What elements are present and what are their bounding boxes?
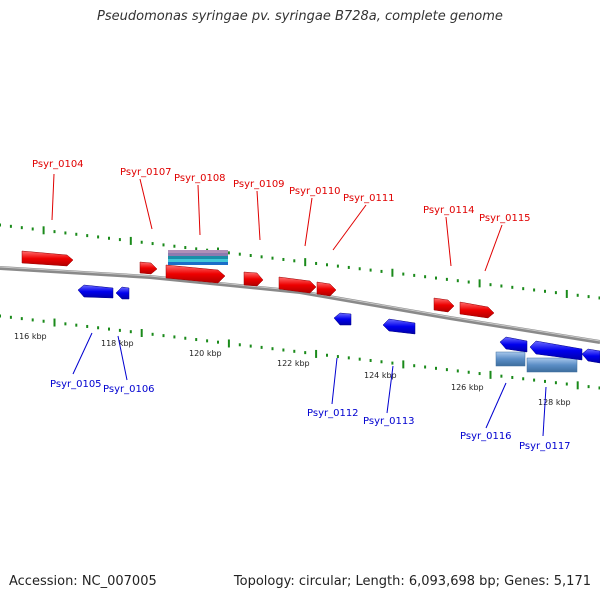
gene-forward[interactable]: [316, 281, 337, 297]
gene-label[interactable]: Psyr_0114: [423, 205, 475, 216]
gene-label[interactable]: Psyr_0106: [103, 384, 155, 395]
rna-feature-stack[interactable]: [168, 250, 228, 265]
gene-forward[interactable]: [459, 301, 495, 319]
gene-reverse[interactable]: [77, 284, 114, 299]
gene-forward[interactable]: [21, 250, 74, 267]
scale-label: 126 kbp: [451, 383, 484, 392]
rna-feature[interactable]: [168, 253, 228, 256]
gene-label[interactable]: Psyr_0115: [479, 213, 531, 224]
gene-forward[interactable]: [165, 264, 226, 284]
forward-genes[interactable]: [21, 250, 495, 319]
gene-label[interactable]: Psyr_0107: [120, 167, 172, 178]
gene-label[interactable]: Psyr_0104: [32, 159, 84, 170]
reverse-genes[interactable]: [77, 284, 600, 364]
gene-forward[interactable]: [278, 276, 317, 294]
gene-label[interactable]: Psyr_0111: [343, 193, 395, 204]
gene-label[interactable]: Psyr_0116: [460, 431, 512, 442]
gene-reverse[interactable]: [529, 340, 583, 361]
scale-label: 120 kbp: [189, 349, 222, 358]
gene-label[interactable]: Psyr_0105: [50, 379, 102, 390]
rna-feature[interactable]: [495, 351, 526, 367]
reverse-tick-track: [0, 314, 600, 390]
scale-labels: 116 kbp 118 kbp 120 kbp 122 kbp 124 kbp …: [14, 332, 571, 407]
gene-reverse[interactable]: [499, 336, 528, 353]
gene-forward[interactable]: [139, 261, 158, 275]
gene-label[interactable]: Psyr_0117: [519, 441, 571, 452]
gene-reverse[interactable]: [382, 318, 416, 335]
scale-label: 122 kbp: [277, 359, 310, 368]
topology-summary: Topology: circular; Length: 6,093,698 bp…: [233, 574, 591, 589]
gene-forward[interactable]: [433, 297, 455, 313]
gene-label[interactable]: Psyr_0110: [289, 186, 341, 197]
forward-tick-track: [0, 223, 600, 300]
scale-label: 118 kbp: [101, 339, 134, 348]
gene-reverse[interactable]: [333, 312, 352, 326]
gene-reverse[interactable]: [581, 348, 600, 364]
genome-backbone-highlight: [0, 266, 600, 342]
scale-label: 124 kbp: [364, 371, 397, 380]
accession-label: Accession: NC_007005: [9, 574, 157, 589]
gene-label[interactable]: Psyr_0112: [307, 408, 359, 419]
rna-feature[interactable]: [526, 357, 578, 373]
gene-forward[interactable]: [243, 271, 264, 287]
reverse-gene-labels: Psyr_0105 Psyr_0106 Psyr_0112 Psyr_0113 …: [50, 332, 571, 452]
gene-reverse[interactable]: [115, 286, 130, 300]
rna-feature[interactable]: [168, 256, 228, 259]
genome-backbone: [0, 266, 600, 344]
gene-label[interactable]: Psyr_0109: [233, 179, 285, 190]
scale-label: 128 kbp: [538, 398, 571, 407]
genome-title: Pseudomonas syringae pv. syringae B728a,…: [97, 9, 503, 24]
gene-label[interactable]: Psyr_0113: [363, 416, 415, 427]
gene-label[interactable]: Psyr_0108: [174, 173, 226, 184]
rna-feature[interactable]: [168, 259, 228, 262]
rna-feature[interactable]: [168, 250, 228, 253]
forward-gene-labels: Psyr_0104 Psyr_0107 Psyr_0108 Psyr_0109 …: [32, 159, 531, 272]
rna-feature[interactable]: [168, 262, 228, 265]
scale-label: 116 kbp: [14, 332, 47, 341]
